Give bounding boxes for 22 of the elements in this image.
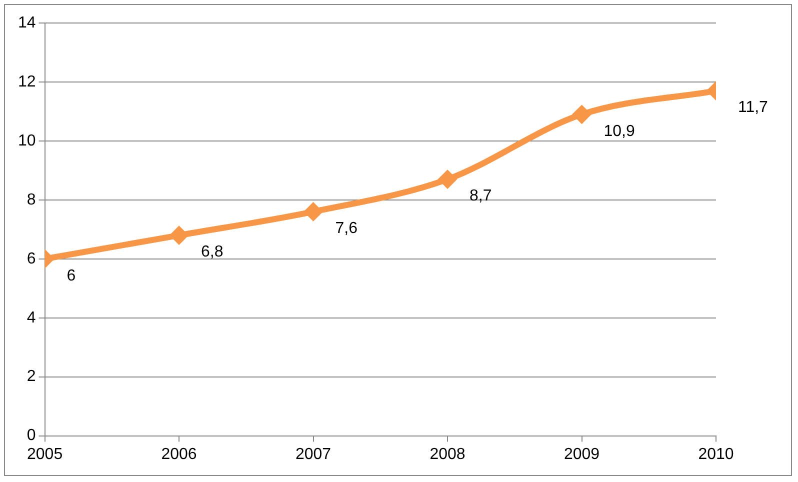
- data-label: 10,9: [604, 122, 635, 140]
- y-tick-label: 10: [18, 132, 36, 150]
- x-tick-label: 2007: [295, 446, 332, 463]
- y-tick-label: 12: [18, 73, 36, 90]
- data-label: 11,7: [738, 99, 768, 116]
- x-tick-label: 2005: [27, 446, 63, 463]
- y-tick-label: 14: [18, 14, 36, 32]
- x-tick-label: 2006: [161, 446, 197, 463]
- x-tick-label: 2010: [698, 446, 734, 463]
- point: [304, 202, 323, 222]
- data-label: 8,7: [470, 188, 492, 205]
- y-tick-label: 4: [26, 309, 36, 326]
- y-tick-label: 8: [26, 191, 36, 208]
- x-tick-label: 2009: [564, 446, 600, 463]
- data-label: 6,8: [201, 244, 224, 261]
- y-tick-label: 6: [26, 250, 36, 268]
- x-tick-label: 2008: [430, 446, 466, 463]
- point: [438, 170, 458, 189]
- data-label: 7,6: [335, 220, 358, 238]
- y-tick-label: 0: [26, 427, 36, 444]
- y-tick-label: 2: [26, 368, 36, 386]
- data-label: 6: [66, 267, 76, 284]
